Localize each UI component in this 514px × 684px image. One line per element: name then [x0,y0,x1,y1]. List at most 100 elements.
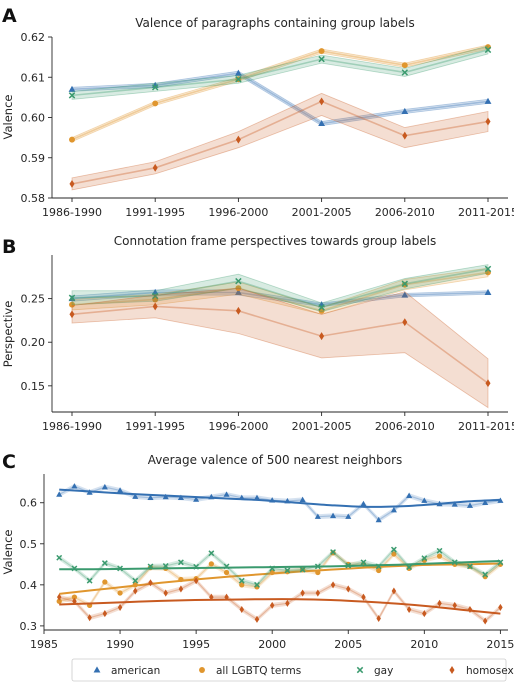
panel-a-xtick-label: 1996-2000 [208,206,268,219]
legend-label-homosexual: homosexual [466,665,514,677]
panel-c-point-gay [467,563,473,570]
panel-b-ytick-label: 0.20 [21,336,46,349]
panel-c-point-lgbtq [117,590,123,596]
legend-marker-homosexual [449,666,455,674]
panel-c-xtick-label: 1985 [30,638,58,651]
panel-a-point-american [484,97,492,104]
legend-marker-american [93,666,101,673]
panel-c-point-american [360,500,367,507]
panel-b-line-american [71,291,489,306]
panel-b-point-gay [484,265,492,273]
panel-a-point-american [318,119,326,127]
panel-letter-c: C [2,451,16,473]
panel-c-point-homosexual [133,587,138,595]
panel-c-point-american [238,494,245,501]
panel-a-xtick-label: 2001-2005 [292,206,352,219]
panel-a-band-gay [71,45,489,100]
panel-c-point-gay [284,567,291,574]
panel-b-point-homosexual [235,306,241,315]
panel-c-point-lgbtq [406,565,412,572]
panel-c-point-gay [101,560,108,567]
panel-c-point-gay [162,563,169,569]
panel-b-ytick-label: 0.25 [21,293,46,306]
panel-c-point-gay [299,566,306,573]
panel-c-ytick-label: 0.3 [20,620,38,633]
panel-c-point-american [421,497,428,503]
panel-a-xtick-label: 1986-1990 [42,206,102,219]
panel-c-point-homosexual [239,605,245,613]
panel-c-point-american [451,501,458,507]
panel-c-xtick-label: 1995 [182,638,210,651]
panel-b-plot: 0.15 0.20 0.25 1986-1990 1991-1995 1996-2000 2… [21,255,514,433]
panel-b-xtick-label: 1996-2000 [208,420,268,433]
panel-c-point-american [375,516,382,523]
panel-b-xtick-label: 2011-2015 [458,420,514,433]
panel-c-point-gay [497,559,504,566]
panel-b-line-gay [71,268,489,309]
panel-c-point-gay [345,562,352,569]
panel-c-point-american [314,513,321,519]
panel-b-point-gay [235,277,242,285]
panel-c-ytick-label: 0.5 [20,538,38,551]
panel-c-point-american [208,493,215,500]
panel-a-point-american [68,85,76,92]
panel-c-point-homosexual [330,581,336,589]
panel-a-point-gay [401,69,409,76]
panel-c-point-homosexual [224,593,229,601]
legend-label-lgbtq: all LGBTQ terms [216,665,301,677]
panel-b-title: Connotation frame perspectives towards g… [114,234,436,248]
panel-c-point-lgbtq [71,594,78,600]
panel-c-point-american [330,512,337,519]
panel-c-point-homosexual [102,610,108,618]
panel-b-ytick-label: 0.15 [21,380,46,393]
panel-c-point-gay [421,555,428,562]
panel-b-band-homosexual [71,287,489,409]
panel-b-point-homosexual [485,379,491,388]
panel-c-xtick-label: 2010 [410,638,438,651]
panel-c-point-homosexual [269,601,275,609]
panel-c-point-lgbtq [56,598,62,604]
panel-b-point-homosexual [69,310,75,319]
panel-a-point-lgbtq [69,136,75,143]
panel-c-band-homosexual [59,578,501,624]
panel-a-line-homosexual [71,100,489,185]
panel-letter-b: B [2,236,16,258]
panel-c-point-american [86,489,93,495]
panel-c-point-gay [360,559,367,566]
panel-c-point-lgbtq [239,582,245,588]
panel-c-trend-lgbtq [59,562,501,595]
panel-a-ytick-label: 0.61 [21,71,46,84]
panel-c-point-homosexual [422,610,427,618]
panel-a-point-american [234,69,242,76]
panel-a: A Valence of paragraphs containing group… [1,5,514,219]
panel-c-point-gay [451,559,458,566]
panel-c-point-homosexual [285,599,290,607]
panel-c-point-gay [86,577,93,584]
panel-a-point-american [401,107,409,114]
panel-c-point-lgbtq [376,567,382,574]
panel-b-xtick-label: 1991-1995 [125,420,185,433]
panel-a-point-lgbtq [152,100,159,107]
panel-c-point-homosexual [87,614,92,622]
panel-c-point-homosexual [178,585,184,593]
panel-c-point-lgbtq [132,582,138,588]
panel-c-point-lgbtq [208,561,214,567]
panel-c-xtick-label: 1990 [106,638,134,651]
panel-a-ylabel: Valence [1,95,15,140]
panel-a-line-gay [71,49,489,97]
panel-c-point-homosexual [209,593,214,601]
panel-b-line-homosexual [71,305,489,384]
panel-c-point-american [56,491,63,497]
panel-c-point-american [117,487,124,493]
panel-c-point-gay [390,546,397,553]
panel-c-point-gay [269,565,276,572]
panel-b-point-homosexual [402,318,408,327]
panel-b-point-gay [401,280,409,288]
panel-a-xtick-label: 2006-2010 [375,206,435,219]
panel-c-point-homosexual [163,589,168,597]
panel-c-point-american [147,494,154,501]
panel-c-point-gay [177,559,184,566]
panel-c-point-american [406,492,413,498]
panel-c-point-gay [314,563,321,570]
